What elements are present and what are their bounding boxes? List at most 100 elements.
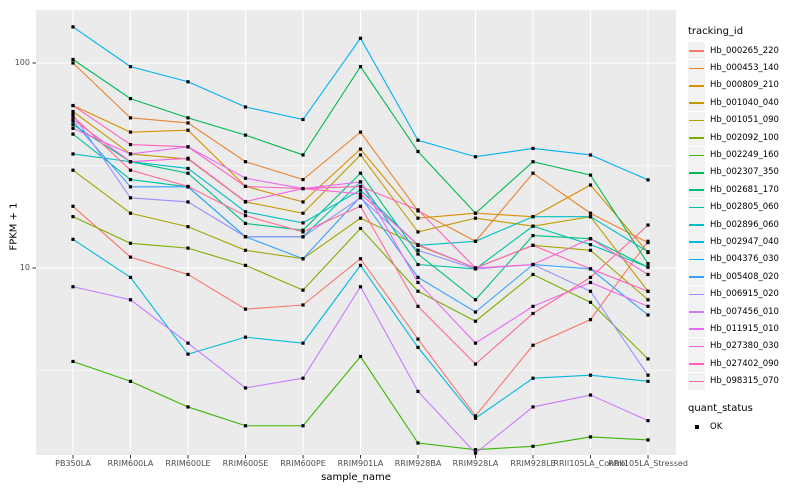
data-point	[358, 153, 363, 157]
data-point	[358, 257, 363, 261]
data-point	[646, 357, 650, 361]
data-point	[128, 379, 133, 383]
legend-entry: Hb_007456_010	[688, 303, 800, 321]
data-point	[358, 36, 363, 40]
data-point	[358, 171, 363, 175]
x-tick-label: RRIM600SE	[222, 459, 269, 468]
data-point	[243, 214, 248, 218]
data-point	[531, 311, 535, 316]
data-point	[128, 130, 133, 134]
data-point	[186, 246, 190, 250]
data-point	[301, 257, 305, 261]
data-point	[588, 173, 593, 177]
data-point	[646, 379, 650, 383]
legend-label: Hb_002805_060	[710, 202, 779, 213]
legend-key-swatch	[688, 303, 705, 321]
quant-status-label: OK	[710, 421, 723, 432]
data-point	[243, 105, 248, 109]
quant-status-legend-title: quant_status	[688, 402, 753, 414]
data-point	[128, 116, 133, 120]
data-point	[531, 171, 535, 175]
data-point	[186, 272, 190, 277]
data-point	[71, 152, 75, 156]
data-point	[128, 65, 133, 69]
data-point	[301, 230, 305, 234]
data-point	[186, 352, 190, 356]
data-point	[358, 65, 363, 69]
legend-key-line	[689, 84, 704, 87]
data-point	[128, 241, 133, 245]
data-point	[588, 435, 593, 439]
x-tick-label: RRII105LA_Control	[553, 459, 628, 468]
data-point	[646, 304, 650, 308]
data-point	[473, 266, 478, 270]
data-point	[301, 228, 305, 232]
data-point	[473, 239, 478, 243]
data-point	[416, 243, 420, 247]
data-point	[531, 262, 535, 267]
data-point	[71, 114, 75, 118]
x-tick-label: RRIM928BA	[394, 459, 442, 468]
legend-key-line	[689, 258, 704, 261]
legend-entry: Hb_098315_070	[688, 372, 800, 390]
data-point	[588, 373, 593, 377]
data-point	[416, 275, 420, 279]
data-point	[243, 248, 248, 252]
data-point	[243, 235, 248, 239]
legend-key-swatch	[688, 59, 705, 77]
data-point	[473, 211, 478, 215]
data-point	[128, 196, 133, 200]
data-point	[416, 441, 420, 445]
legend-label: Hb_001051_090	[710, 115, 779, 126]
data-point	[71, 168, 75, 172]
data-point	[588, 183, 593, 187]
data-point	[358, 226, 363, 231]
data-point	[358, 188, 363, 192]
x-tick-label: RRIM901LA	[337, 459, 384, 468]
legend-key-line	[689, 67, 704, 70]
data-point	[243, 424, 248, 428]
x-tick-label: PB350LA	[55, 459, 91, 468]
data-point	[473, 298, 478, 302]
data-point	[531, 405, 535, 409]
data-point	[71, 117, 75, 122]
x-tick-label: RRIM600LA	[107, 459, 154, 468]
data-point	[416, 289, 420, 293]
legend-label: Hb_098315_070	[710, 376, 779, 387]
data-point	[646, 250, 650, 254]
legend-entry: Hb_002805_060	[688, 198, 800, 216]
data-point	[646, 265, 650, 269]
legend-label: Hb_002307_350	[710, 167, 779, 178]
data-point	[186, 116, 190, 120]
data-point	[301, 153, 305, 157]
x-tick-label: RRII105LA_Stressed	[608, 459, 688, 468]
data-point	[531, 376, 535, 380]
legend-entry: Hb_002307_350	[688, 163, 800, 181]
legend-key-swatch	[688, 337, 705, 355]
legend-key-line	[689, 154, 704, 157]
legend-key-swatch	[688, 320, 705, 338]
data-point	[301, 288, 305, 292]
legend-label: Hb_006915_020	[710, 289, 779, 300]
data-point	[128, 160, 133, 164]
data-point	[646, 289, 650, 293]
data-point	[358, 204, 363, 208]
data-point	[531, 343, 535, 347]
data-point	[301, 211, 305, 215]
data-point	[128, 255, 133, 259]
data-point	[531, 233, 535, 238]
data-point	[588, 300, 593, 304]
data-point	[243, 386, 248, 390]
data-point	[416, 138, 420, 142]
data-point	[416, 337, 420, 341]
data-point	[588, 267, 593, 271]
legend-entry: Hb_001040_040	[688, 94, 800, 112]
data-point	[71, 61, 75, 65]
data-point	[186, 405, 190, 409]
data-point	[186, 80, 190, 84]
data-point	[71, 285, 75, 289]
legend-key-swatch	[688, 181, 705, 199]
data-point	[416, 345, 420, 349]
data-point	[473, 310, 478, 314]
data-point	[416, 216, 420, 220]
